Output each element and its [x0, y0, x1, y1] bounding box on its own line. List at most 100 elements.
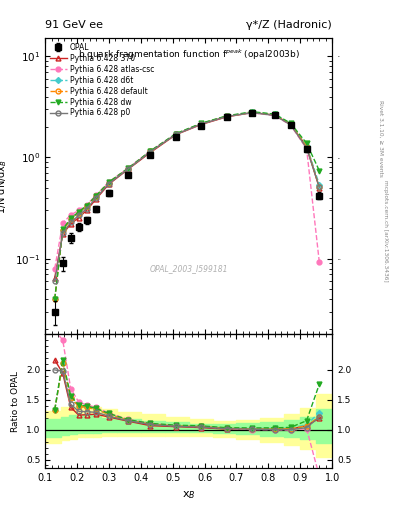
Pythia 6.428 default: [94, 193, 99, 199]
Line: Pythia 6.428 370: Pythia 6.428 370: [52, 110, 322, 280]
Pythia 6.428 atlas-csc: [317, 259, 322, 265]
Pythia 6.428 370: [250, 110, 255, 116]
Pythia 6.428 default: [174, 131, 178, 137]
Text: γ*/Z (Hadronic): γ*/Z (Hadronic): [246, 20, 332, 30]
Pythia 6.428 dw: [174, 131, 178, 137]
Pythia 6.428 atlas-csc: [250, 110, 255, 116]
Pythia 6.428 370: [61, 231, 65, 237]
Pythia 6.428 d6t: [68, 216, 73, 222]
Pythia 6.428 p0: [61, 230, 65, 237]
Pythia 6.428 dw: [199, 120, 204, 126]
Pythia 6.428 atlas-csc: [272, 112, 277, 118]
Pythia 6.428 dw: [317, 167, 322, 174]
Pythia 6.428 dw: [52, 296, 57, 302]
Pythia 6.428 dw: [76, 209, 81, 215]
Pythia 6.428 d6t: [304, 143, 309, 149]
Pythia 6.428 d6t: [199, 120, 204, 126]
Pythia 6.428 370: [52, 274, 57, 281]
Pythia 6.428 p0: [94, 195, 99, 201]
Pythia 6.428 dw: [250, 109, 255, 115]
Pythia 6.428 370: [148, 150, 153, 156]
Pythia 6.428 atlas-csc: [107, 179, 111, 185]
Line: Pythia 6.428 d6t: Pythia 6.428 d6t: [53, 110, 321, 301]
Pythia 6.428 default: [61, 227, 65, 233]
Pythia 6.428 d6t: [174, 131, 178, 137]
Pythia 6.428 default: [288, 121, 293, 127]
Pythia 6.428 370: [272, 112, 277, 118]
Pythia 6.428 d6t: [148, 148, 153, 155]
Pythia 6.428 p0: [68, 219, 73, 225]
Pythia 6.428 370: [288, 121, 293, 127]
Pythia 6.428 d6t: [288, 121, 293, 127]
Pythia 6.428 p0: [288, 122, 293, 128]
Pythia 6.428 d6t: [84, 203, 89, 209]
Line: Pythia 6.428 atlas-csc: Pythia 6.428 atlas-csc: [52, 111, 322, 271]
Pythia 6.428 dw: [224, 113, 229, 119]
Pythia 6.428 dw: [68, 216, 73, 222]
Pythia 6.428 370: [317, 185, 322, 191]
Pythia 6.428 default: [250, 110, 255, 116]
Pythia 6.428 d6t: [76, 209, 81, 216]
Pythia 6.428 dw: [94, 193, 99, 199]
Pythia 6.428 d6t: [52, 296, 57, 302]
Pythia 6.428 default: [52, 296, 57, 302]
Pythia 6.428 370: [107, 181, 111, 187]
Pythia 6.428 dw: [272, 111, 277, 117]
Pythia 6.428 atlas-csc: [199, 121, 204, 127]
Pythia 6.428 dw: [288, 120, 293, 126]
Pythia 6.428 default: [272, 112, 277, 118]
Pythia 6.428 p0: [126, 166, 130, 172]
Pythia 6.428 atlas-csc: [76, 207, 81, 214]
Pythia 6.428 d6t: [272, 112, 277, 118]
Line: Pythia 6.428 dw: Pythia 6.428 dw: [52, 109, 322, 302]
Y-axis label: Ratio to OPAL: Ratio to OPAL: [11, 371, 20, 432]
Pythia 6.428 atlas-csc: [94, 192, 99, 198]
Pythia 6.428 dw: [126, 165, 130, 172]
Pythia 6.428 atlas-csc: [68, 212, 73, 218]
Pythia 6.428 atlas-csc: [174, 131, 178, 137]
Line: Pythia 6.428 p0: Pythia 6.428 p0: [52, 110, 322, 284]
Pythia 6.428 d6t: [250, 109, 255, 115]
Pythia 6.428 d6t: [107, 180, 111, 186]
Pythia 6.428 370: [94, 196, 99, 202]
Pythia 6.428 default: [199, 120, 204, 126]
Pythia 6.428 p0: [224, 113, 229, 119]
Pythia 6.428 atlas-csc: [288, 122, 293, 129]
Pythia 6.428 dw: [61, 226, 65, 232]
Pythia 6.428 atlas-csc: [148, 148, 153, 154]
Pythia 6.428 p0: [148, 148, 153, 155]
Pythia 6.428 atlas-csc: [61, 220, 65, 226]
Pythia 6.428 370: [174, 132, 178, 138]
Pythia 6.428 atlas-csc: [224, 113, 229, 119]
Pythia 6.428 d6t: [61, 227, 65, 233]
Pythia 6.428 p0: [84, 206, 89, 212]
Pythia 6.428 dw: [304, 140, 309, 146]
Pythia 6.428 p0: [250, 110, 255, 116]
Pythia 6.428 atlas-csc: [52, 265, 57, 271]
Pythia 6.428 370: [76, 215, 81, 221]
Pythia 6.428 default: [68, 216, 73, 222]
Pythia 6.428 370: [224, 114, 229, 120]
Text: 91 GeV ee: 91 GeV ee: [45, 20, 103, 30]
Text: mcplots.cern.ch [arXiv:1306.3436]: mcplots.cern.ch [arXiv:1306.3436]: [384, 180, 388, 281]
Pythia 6.428 dw: [107, 179, 111, 185]
Pythia 6.428 dw: [84, 202, 89, 208]
Text: Rivet 3.1.10, ≥ 3M events: Rivet 3.1.10, ≥ 3M events: [378, 100, 383, 177]
Pythia 6.428 370: [84, 207, 89, 214]
Pythia 6.428 default: [107, 180, 111, 186]
Pythia 6.428 370: [126, 166, 130, 173]
Pythia 6.428 d6t: [224, 113, 229, 119]
Pythia 6.428 atlas-csc: [304, 145, 309, 152]
Pythia 6.428 p0: [199, 121, 204, 127]
Pythia 6.428 p0: [304, 145, 309, 151]
Pythia 6.428 default: [126, 165, 130, 172]
Legend: OPAL, Pythia 6.428 370, Pythia 6.428 atlas-csc, Pythia 6.428 d6t, Pythia 6.428 d: OPAL, Pythia 6.428 370, Pythia 6.428 atl…: [48, 40, 156, 120]
Pythia 6.428 default: [317, 184, 322, 190]
Pythia 6.428 default: [304, 143, 309, 150]
Pythia 6.428 d6t: [317, 181, 322, 187]
Pythia 6.428 atlas-csc: [126, 165, 130, 171]
Pythia 6.428 default: [84, 203, 89, 209]
Pythia 6.428 default: [148, 148, 153, 155]
Pythia 6.428 default: [224, 113, 229, 119]
Pythia 6.428 p0: [76, 212, 81, 219]
